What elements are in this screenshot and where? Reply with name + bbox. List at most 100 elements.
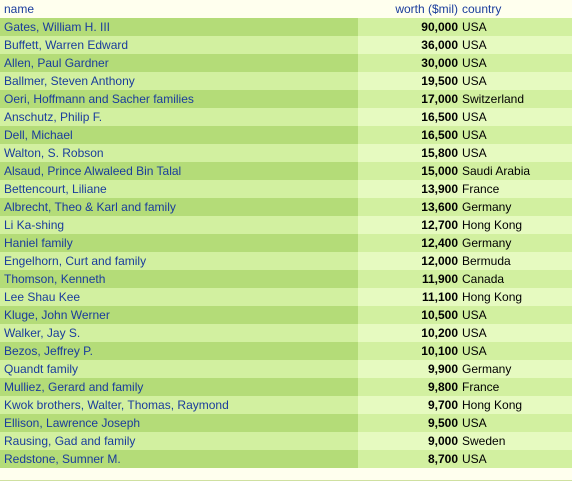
person-name-link[interactable]: Buffett, Warren Edward: [4, 38, 129, 52]
country-cell: Switzerland: [460, 90, 572, 108]
name-cell: Kluge, John Werner: [0, 306, 358, 324]
person-name-link[interactable]: Bezos, Jeffrey P.: [4, 344, 93, 358]
person-name-link[interactable]: Kwok brothers, Walter, Thomas, Raymond: [4, 398, 229, 412]
person-name-link[interactable]: Quandt family: [4, 362, 79, 376]
person-name-link[interactable]: Rausing, Gad and family: [4, 434, 136, 448]
name-cell: Anschutz, Philip F.: [0, 108, 358, 126]
table-row: Bettencourt, Liliane 13,900 France: [0, 180, 572, 198]
name-cell: Quandt family: [0, 360, 358, 378]
worth-cell: 11,900: [358, 270, 460, 288]
worth-cell: 36,000: [358, 36, 460, 54]
person-name-link[interactable]: Allen, Paul Gardner: [4, 56, 109, 70]
name-cell: Bettencourt, Liliane: [0, 180, 358, 198]
country-cell: USA: [460, 108, 572, 126]
name-cell: Buffett, Warren Edward: [0, 36, 358, 54]
person-name-link[interactable]: Ballmer, Steven Anthony: [4, 74, 135, 88]
name-cell: Walker, Jay S.: [0, 324, 358, 342]
country-cell: USA: [460, 18, 572, 36]
country-cell: USA: [460, 450, 572, 468]
name-cell: Ballmer, Steven Anthony: [0, 72, 358, 90]
table-body: Gates, William H. III 90,000 USA Buffett, W…: [0, 18, 572, 468]
person-name-link[interactable]: Oeri, Hoffmann and Sacher families: [4, 92, 194, 106]
name-cell: Bezos, Jeffrey P.: [0, 342, 358, 360]
table-row: Bezos, Jeffrey P. 10,100 USA: [0, 342, 572, 360]
person-name-link[interactable]: Thomson, Kenneth: [4, 272, 106, 286]
person-name-link[interactable]: Redstone, Sumner M.: [4, 452, 121, 466]
worth-cell: 9,000: [358, 432, 460, 450]
table-row: Lee Shau Kee 11,100 Hong Kong: [0, 288, 572, 306]
country-cell: USA: [460, 126, 572, 144]
name-cell: Allen, Paul Gardner: [0, 54, 358, 72]
name-cell: Ellison, Lawrence Joseph: [0, 414, 358, 432]
worth-cell: 16,500: [358, 108, 460, 126]
country-cell: Germany: [460, 360, 572, 378]
name-cell: Oeri, Hoffmann and Sacher families: [0, 90, 358, 108]
country-cell: Hong Kong: [460, 396, 572, 414]
table-row: Gates, William H. III 90,000 USA: [0, 18, 572, 36]
billionaires-table: name worth ($mil) country Gates, William…: [0, 0, 572, 468]
country-cell: USA: [460, 36, 572, 54]
table-row: Walker, Jay S. 10,200 USA: [0, 324, 572, 342]
person-name-link[interactable]: Lee Shau Kee: [4, 290, 81, 304]
person-name-link[interactable]: Ellison, Lawrence Joseph: [4, 416, 141, 430]
worth-cell: 9,700: [358, 396, 460, 414]
name-cell: Walton, S. Robson: [0, 144, 358, 162]
table-row: Allen, Paul Gardner 30,000 USA: [0, 54, 572, 72]
person-name-link[interactable]: Engelhorn, Curt and family: [4, 254, 147, 268]
table-row: Haniel family 12,400 Germany: [0, 234, 572, 252]
worth-cell: 11,100: [358, 288, 460, 306]
table-row: Redstone, Sumner M. 8,700 USA: [0, 450, 572, 468]
person-name-link[interactable]: Walker, Jay S.: [4, 326, 81, 340]
name-cell: Li Ka-shing: [0, 216, 358, 234]
worth-cell: 15,800: [358, 144, 460, 162]
worth-cell: 13,900: [358, 180, 460, 198]
table-row: Mulliez, Gerard and family 9,800 France: [0, 378, 572, 396]
person-name-link[interactable]: Albrecht, Theo & Karl and family: [4, 200, 176, 214]
worth-cell: 10,500: [358, 306, 460, 324]
table-header-row: name worth ($mil) country: [0, 0, 572, 18]
worth-cell: 17,000: [358, 90, 460, 108]
country-cell: Canada: [460, 270, 572, 288]
worth-cell: 9,500: [358, 414, 460, 432]
column-header-name[interactable]: name: [0, 0, 358, 18]
worth-cell: 12,700: [358, 216, 460, 234]
worth-cell: 13,600: [358, 198, 460, 216]
worth-cell: 12,400: [358, 234, 460, 252]
worth-cell: 10,100: [358, 342, 460, 360]
person-name-link[interactable]: Bettencourt, Liliane: [4, 182, 107, 196]
column-header-worth[interactable]: worth ($mil): [358, 0, 460, 18]
person-name-link[interactable]: Walton, S. Robson: [4, 146, 104, 160]
person-name-link[interactable]: Haniel family: [4, 236, 73, 250]
worth-cell: 30,000: [358, 54, 460, 72]
table-row: Kluge, John Werner 10,500 USA: [0, 306, 572, 324]
table-row: Walton, S. Robson 15,800 USA: [0, 144, 572, 162]
country-cell: France: [460, 180, 572, 198]
worth-cell: 10,200: [358, 324, 460, 342]
worth-cell: 8,700: [358, 450, 460, 468]
country-cell: USA: [460, 54, 572, 72]
name-cell: Haniel family: [0, 234, 358, 252]
country-cell: USA: [460, 72, 572, 90]
worth-cell: 9,800: [358, 378, 460, 396]
country-cell: Hong Kong: [460, 216, 572, 234]
person-name-link[interactable]: Dell, Michael: [4, 128, 73, 142]
country-cell: France: [460, 378, 572, 396]
person-name-link[interactable]: Gates, William H. III: [4, 20, 111, 34]
name-cell: Alsaud, Prince Alwaleed Bin Talal: [0, 162, 358, 180]
table-row: Kwok brothers, Walter, Thomas, Raymond 9,…: [0, 396, 572, 414]
name-cell: Engelhorn, Curt and family: [0, 252, 358, 270]
table-row: Oeri, Hoffmann and Sacher families 17,000…: [0, 90, 572, 108]
person-name-link[interactable]: Mulliez, Gerard and family: [4, 380, 144, 394]
person-name-link[interactable]: Kluge, John Werner: [4, 308, 110, 322]
country-cell: Germany: [460, 234, 572, 252]
person-name-link[interactable]: Anschutz, Philip F.: [4, 110, 103, 124]
column-header-country[interactable]: country: [460, 0, 572, 18]
person-name-link[interactable]: Li Ka-shing: [4, 218, 65, 232]
table-row: Alsaud, Prince Alwaleed Bin Talal 15,000 S…: [0, 162, 572, 180]
country-cell: Saudi Arabia: [460, 162, 572, 180]
table-row: Engelhorn, Curt and family 12,000 Bermuda: [0, 252, 572, 270]
person-name-link[interactable]: Alsaud, Prince Alwaleed Bin Talal: [4, 164, 182, 178]
table-row: Ballmer, Steven Anthony 19,500 USA: [0, 72, 572, 90]
worth-cell: 16,500: [358, 126, 460, 144]
